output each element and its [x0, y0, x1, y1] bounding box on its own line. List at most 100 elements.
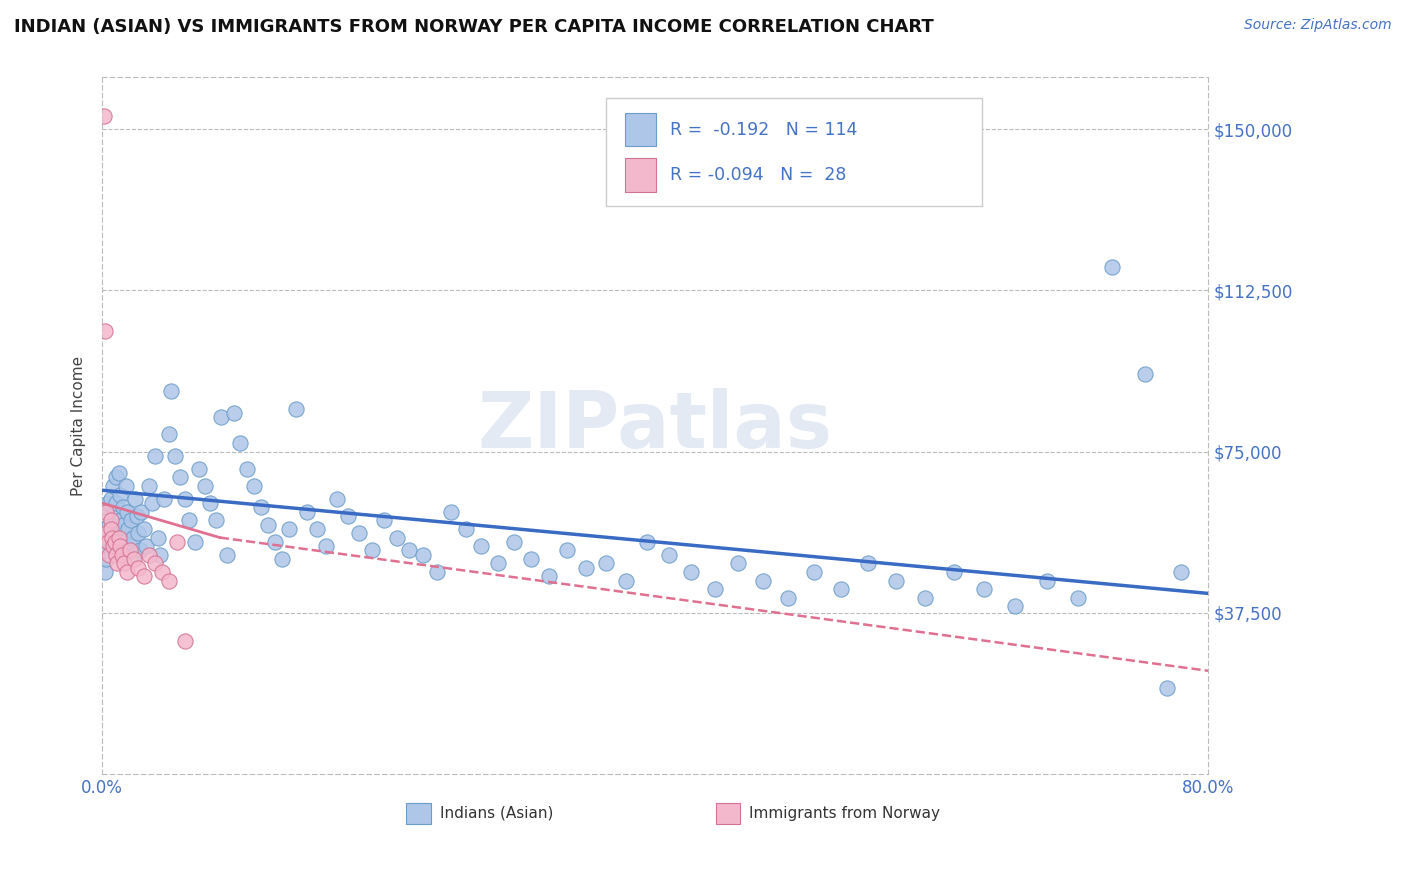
Point: [100, 522, 122, 536]
Point: [96, 522, 118, 536]
Point: [942, 565, 965, 579]
Point: [271, 552, 294, 566]
Point: [166, 534, 188, 549]
Point: [503, 534, 526, 549]
Point: [727, 557, 749, 571]
Point: [98, 517, 121, 532]
Point: [636, 534, 658, 549]
Point: [412, 548, 434, 562]
Point: [326, 491, 349, 506]
Point: [129, 505, 152, 519]
Text: ZIPatlas: ZIPatlas: [478, 388, 832, 464]
Point: [103, 539, 125, 553]
Point: [101, 531, 124, 545]
Point: [243, 479, 266, 493]
Point: [127, 560, 149, 574]
Point: [94, 324, 117, 338]
Point: [93, 539, 115, 553]
Point: [107, 534, 129, 549]
Point: [143, 449, 166, 463]
Point: [222, 406, 245, 420]
Point: [122, 548, 145, 562]
Point: [100, 513, 122, 527]
Point: [101, 522, 124, 536]
Point: [537, 569, 560, 583]
Point: [110, 548, 132, 562]
Point: [150, 565, 173, 579]
Point: [120, 513, 142, 527]
Point: [93, 109, 115, 123]
Y-axis label: Per Capita Income: Per Capita Income: [72, 356, 86, 496]
Text: Immigrants from Norway: Immigrants from Norway: [749, 805, 941, 821]
Point: [385, 531, 408, 545]
Point: [105, 470, 128, 484]
Point: [135, 539, 157, 553]
Point: [169, 470, 191, 484]
Point: [204, 513, 226, 527]
Point: [257, 517, 280, 532]
Point: [315, 539, 337, 553]
Point: [193, 479, 215, 493]
Point: [121, 531, 143, 545]
Point: [104, 534, 127, 549]
Point: [118, 539, 141, 553]
Point: [115, 505, 138, 519]
Point: [138, 479, 160, 493]
Point: [1101, 260, 1123, 274]
Point: [108, 487, 131, 501]
Point: [94, 500, 117, 515]
Point: [96, 505, 118, 519]
Point: [105, 496, 128, 510]
Point: [595, 557, 617, 571]
Point: [122, 552, 145, 566]
Text: R = -0.094   N =  28: R = -0.094 N = 28: [669, 166, 846, 184]
Point: [398, 543, 420, 558]
Point: [229, 436, 252, 450]
Point: [305, 522, 328, 536]
Point: [105, 548, 128, 562]
Point: [107, 466, 129, 480]
Point: [125, 509, 148, 524]
Point: [555, 543, 578, 558]
Text: R =  -0.192   N = 114: R = -0.192 N = 114: [669, 120, 858, 138]
Point: [830, 582, 852, 596]
Point: [98, 534, 121, 549]
Point: [349, 526, 371, 541]
Point: [100, 491, 122, 506]
Point: [100, 548, 122, 562]
Point: [209, 410, 232, 425]
Point: [107, 522, 129, 536]
Point: [1133, 367, 1156, 381]
Point: [124, 491, 146, 506]
Point: [277, 522, 299, 536]
Point: [108, 513, 131, 527]
Point: [174, 491, 197, 506]
Point: [112, 534, 135, 549]
Point: [575, 560, 598, 574]
Point: [118, 543, 141, 558]
Point: [128, 543, 150, 558]
Point: [236, 461, 259, 475]
Point: [104, 522, 127, 536]
Point: [138, 548, 160, 562]
Point: [107, 531, 129, 545]
Point: [486, 557, 509, 571]
FancyBboxPatch shape: [626, 158, 657, 192]
Point: [103, 479, 125, 493]
FancyBboxPatch shape: [606, 98, 981, 206]
Point: [454, 522, 477, 536]
Point: [426, 565, 449, 579]
Point: [1004, 599, 1026, 614]
FancyBboxPatch shape: [626, 113, 657, 146]
Point: [470, 539, 492, 553]
Point: [681, 565, 703, 579]
Text: INDIAN (ASIAN) VS IMMIGRANTS FROM NORWAY PER CAPITA INCOME CORRELATION CHART: INDIAN (ASIAN) VS IMMIGRANTS FROM NORWAY…: [14, 18, 934, 36]
Text: Source: ZipAtlas.com: Source: ZipAtlas.com: [1244, 18, 1392, 32]
Point: [94, 565, 117, 579]
Point: [117, 522, 139, 536]
Point: [96, 552, 118, 566]
Point: [337, 509, 360, 524]
FancyBboxPatch shape: [406, 804, 430, 824]
Point: [110, 526, 132, 541]
Point: [115, 565, 138, 579]
